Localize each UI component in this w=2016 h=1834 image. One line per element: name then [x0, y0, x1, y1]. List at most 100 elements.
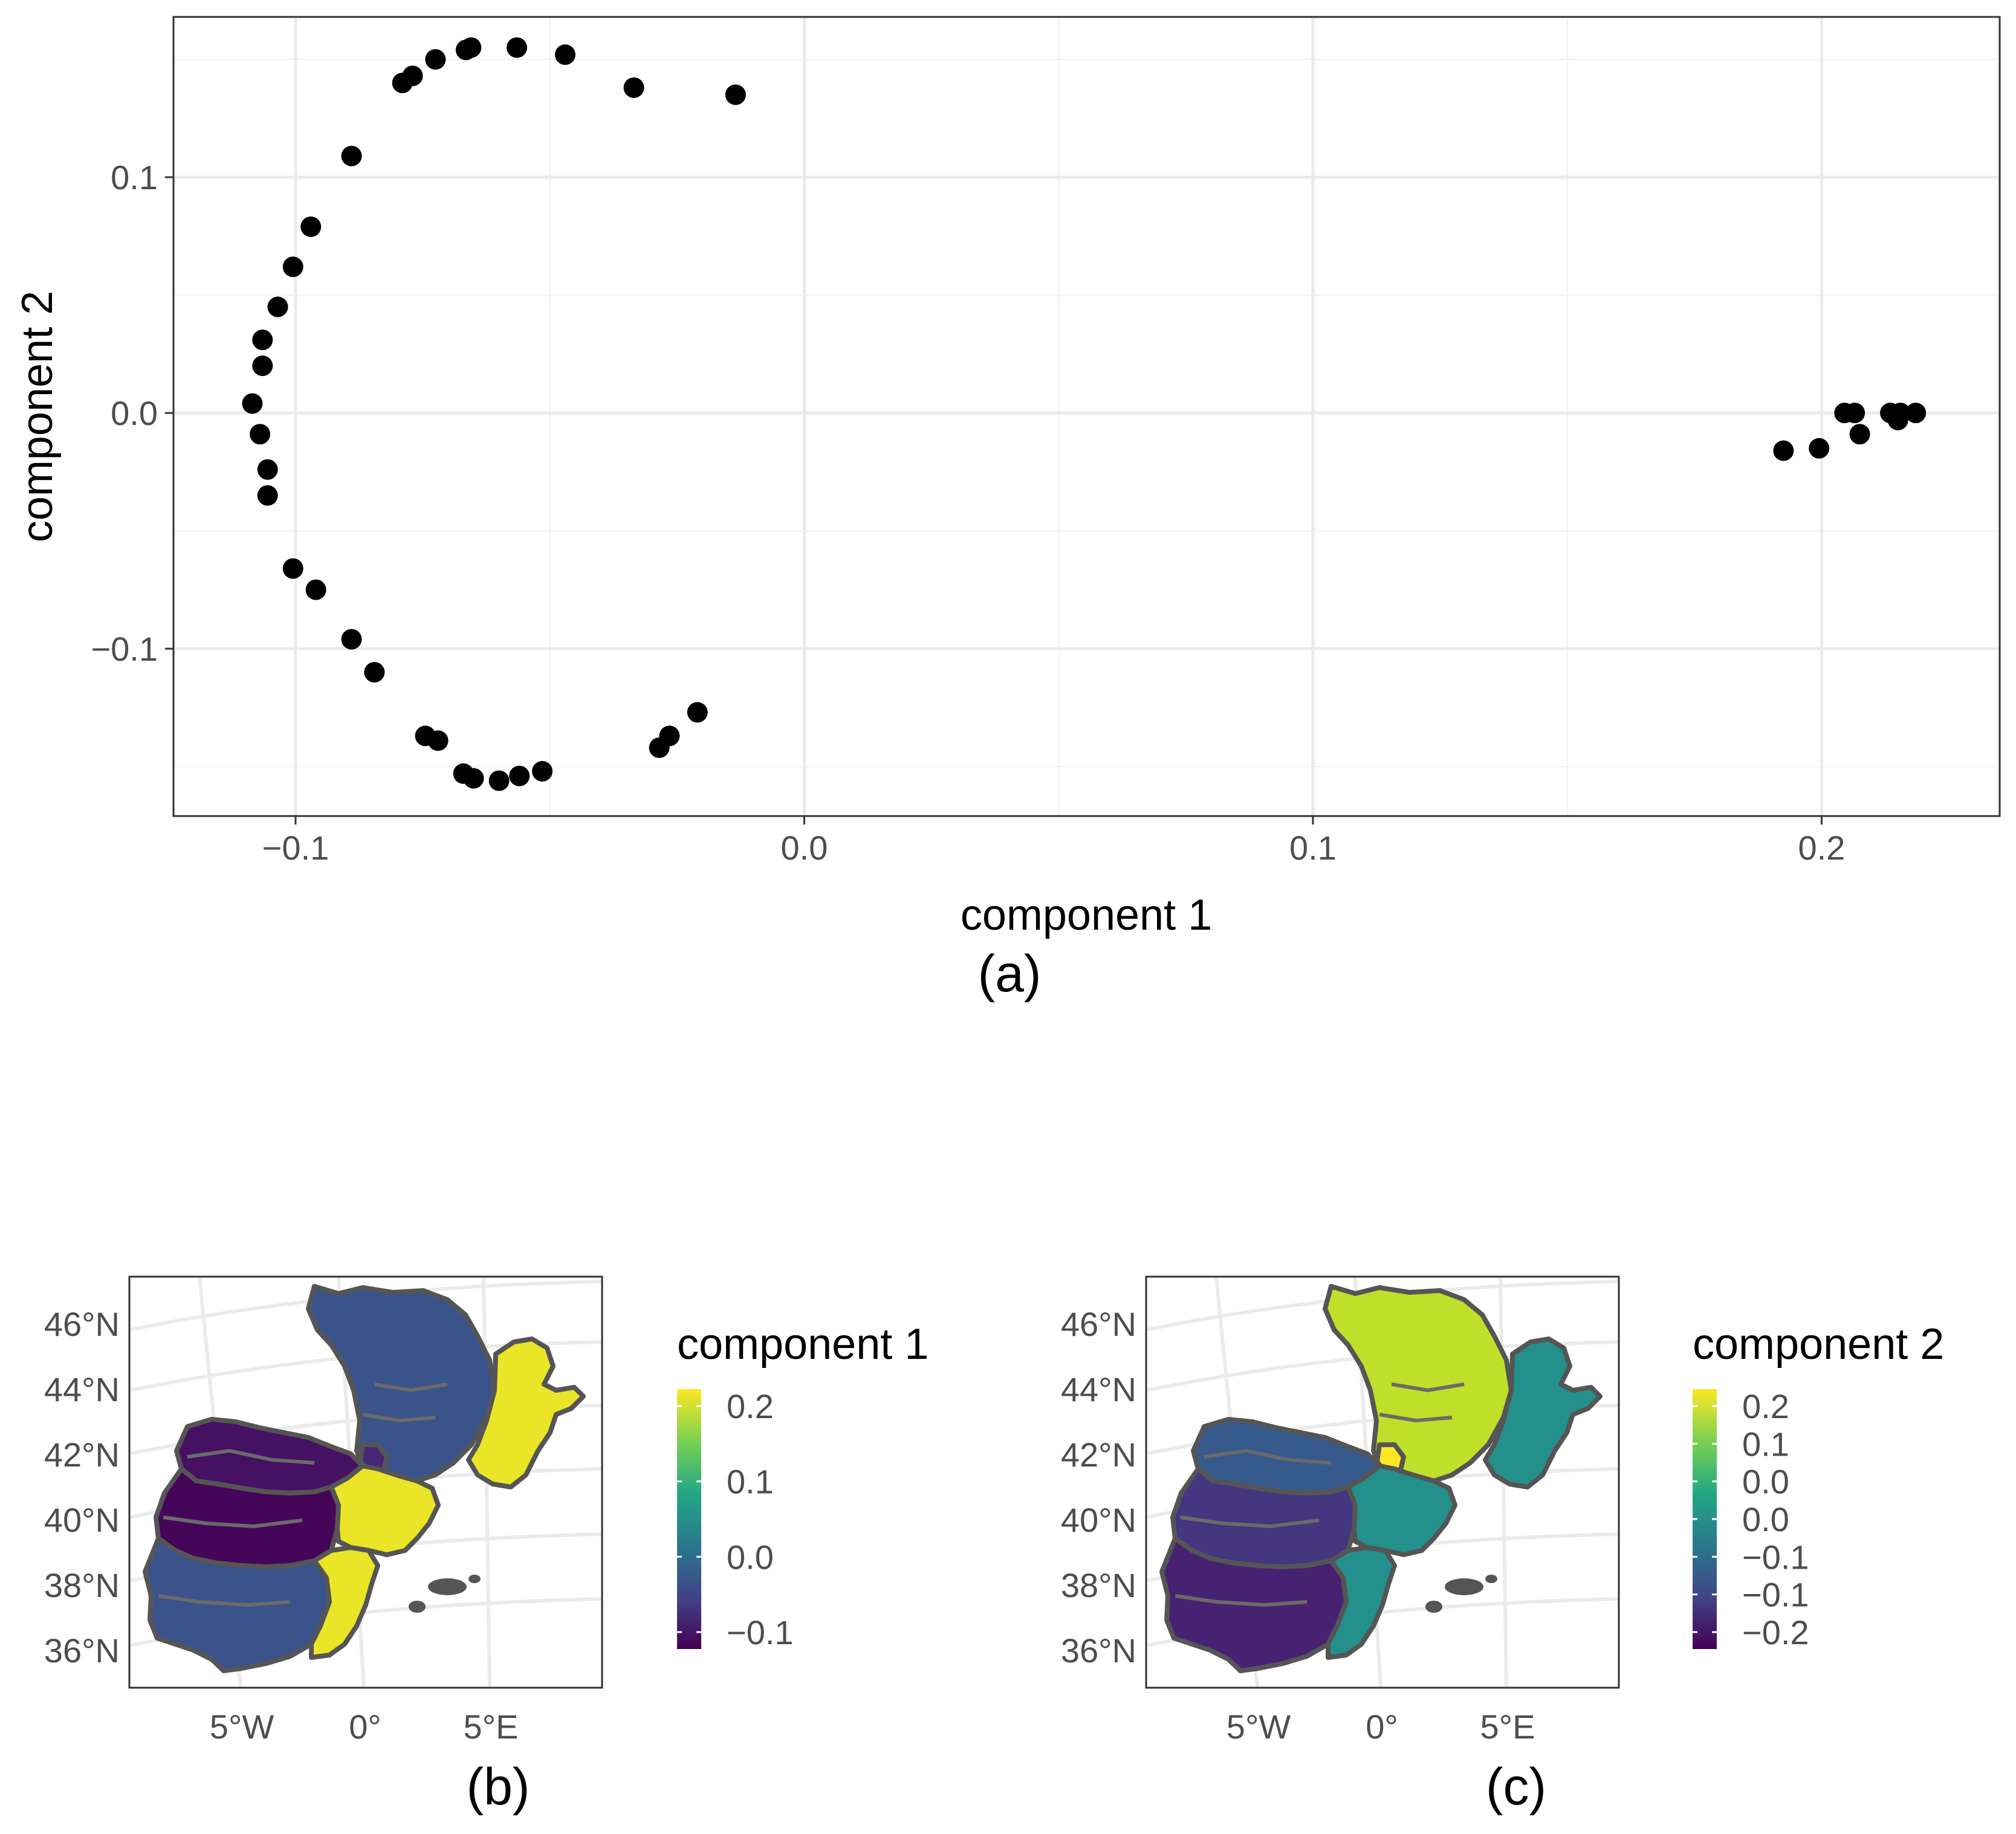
map-c-lat-labels: 46°N 44°N 42°N 40°N 38°N 36°N — [1061, 1305, 1136, 1670]
legend-label: 0.1 — [1742, 1425, 1789, 1463]
x-tick-label: 0.2 — [1798, 829, 1846, 867]
map-b-border — [128, 1275, 603, 1689]
scatter-point — [242, 393, 263, 414]
map-basin-boundary — [1204, 1448, 1332, 1465]
x-tick-label: 0.1 — [1289, 829, 1337, 867]
legend-b-ticks: 0.2 0.1 0.0 −0.1 — [677, 1387, 794, 1651]
panel-c: 46°N 44°N 42°N 40°N 38°N 36°N 5°W 0° 5°E… — [1061, 1275, 1944, 1816]
legend-label: −0.1 — [1742, 1576, 1809, 1614]
panel-a: −0.1 0.0 0.1 0.2 −0.1 0.0 0.1 component 1 com… — [13, 16, 2001, 1003]
map-region-ebro-east — [329, 1463, 441, 1557]
map-region-ebro-east — [1346, 1463, 1457, 1557]
scatter-point — [463, 768, 484, 789]
scatter-point — [455, 39, 476, 60]
legend-label: −0.1 — [727, 1613, 794, 1651]
scatter-point — [1887, 409, 1908, 430]
scatter-point — [554, 44, 575, 65]
scatter-point — [282, 558, 303, 579]
map-c-regions — [1159, 1284, 1603, 1673]
plot-a-y-ticks: −0.1 0.0 0.1 — [91, 158, 173, 668]
caption-c: (c) — [1486, 1758, 1546, 1816]
scatter-point — [282, 256, 303, 277]
x-axis-title: component 1 — [961, 891, 1212, 939]
scatter-point — [1849, 424, 1870, 445]
legend-b-title: component 1 — [677, 1320, 929, 1369]
lat-label-40: 40°N — [1061, 1501, 1136, 1539]
map-basin-boundary — [1391, 1382, 1465, 1393]
map-basin-boundary — [362, 1413, 436, 1423]
legend-label: −0.1 — [1742, 1538, 1809, 1576]
map-b-lon-labels: 5°W 0° 5°E — [210, 1708, 519, 1746]
lat-label-38: 38°N — [44, 1566, 120, 1604]
lat-label-46: 46°N — [44, 1305, 120, 1343]
map-basin-boundary — [1379, 1413, 1453, 1423]
scatter-point — [427, 730, 449, 751]
scatter-point — [252, 329, 273, 351]
scatter-point — [509, 765, 530, 786]
legend-label: 0.2 — [1742, 1387, 1789, 1425]
lat-label-40: 40°N — [44, 1501, 120, 1539]
scatter-point — [392, 73, 413, 94]
map-basin-boundary — [1179, 1515, 1320, 1529]
scatter-point — [300, 216, 322, 238]
lon-label-5e: 5°E — [464, 1708, 519, 1746]
map-c-islands — [1425, 1575, 1497, 1613]
map-c-border — [1145, 1275, 1620, 1689]
legend-label: 0.1 — [727, 1463, 774, 1501]
lat-label-44: 44°N — [1061, 1370, 1136, 1408]
legend-b-colorbar — [677, 1389, 701, 1649]
lat-label-38: 38°N — [1061, 1566, 1136, 1604]
scatter-point — [252, 355, 273, 377]
lon-label-0: 0° — [1366, 1708, 1398, 1746]
map-b-lat-labels: 46°N 44°N 42°N 40°N 38°N 36°N — [44, 1305, 120, 1670]
y-tick-label: 0.0 — [111, 394, 158, 432]
plot-a-x-ticks: −0.1 0.0 0.1 0.2 — [262, 816, 1846, 867]
map-basin-boundary — [163, 1515, 303, 1529]
map-region-south-france — [1323, 1284, 1514, 1483]
scatter-point — [1773, 440, 1794, 461]
x-tick-label: 0.0 — [781, 829, 828, 867]
lat-label-36: 36°N — [1061, 1631, 1136, 1670]
legend-c-title: component 2 — [1693, 1320, 1944, 1369]
scatter-point — [305, 579, 326, 600]
legend-label: 0.2 — [727, 1387, 774, 1425]
scatter-point — [623, 77, 644, 98]
legend-label: −0.2 — [1742, 1613, 1809, 1651]
map-b-islands — [409, 1575, 481, 1613]
legend-label: 0.0 — [1742, 1463, 1789, 1501]
scatter-point — [341, 146, 362, 167]
map-basin-boundary — [187, 1448, 315, 1465]
lat-label-44: 44°N — [44, 1370, 120, 1408]
map-b-regions — [143, 1284, 586, 1673]
legend-label: 0.0 — [727, 1538, 774, 1576]
lon-label-0: 0° — [349, 1708, 381, 1746]
scatter-point — [532, 760, 553, 782]
panel-b: 46°N 44°N 42°N 40°N 38°N 36°N 5°W 0° 5°E… — [44, 1275, 929, 1816]
y-tick-label: 0.1 — [111, 158, 158, 196]
scatter-point — [250, 424, 271, 445]
y-axis-title: component 2 — [13, 291, 62, 542]
map-region-southeast-spain — [309, 1545, 380, 1660]
map-region-southeast-spain — [1326, 1545, 1397, 1660]
scatter-point — [687, 702, 708, 723]
scatter-point — [257, 459, 278, 480]
plot-a-border — [172, 16, 2001, 817]
scatter-point — [257, 485, 278, 506]
plot-a-background — [173, 17, 2000, 816]
scatter-point — [1844, 403, 1865, 424]
scatter-point — [1809, 438, 1830, 459]
scatter-point — [364, 662, 385, 683]
lat-label-36: 36°N — [44, 1631, 120, 1670]
lon-label-5e: 5°E — [1480, 1708, 1535, 1746]
map-region-alps-rhone — [1483, 1337, 1603, 1489]
caption-b: (b) — [466, 1758, 530, 1816]
scatter-point — [267, 296, 288, 317]
scatter-point — [507, 37, 528, 58]
lat-label-42: 42°N — [1061, 1436, 1136, 1474]
lat-label-46: 46°N — [1061, 1305, 1136, 1343]
caption-a: (a) — [977, 945, 1041, 1003]
scatter-point — [341, 629, 362, 650]
plot-a-gridlines — [173, 17, 2000, 816]
scatter-point — [488, 770, 510, 791]
